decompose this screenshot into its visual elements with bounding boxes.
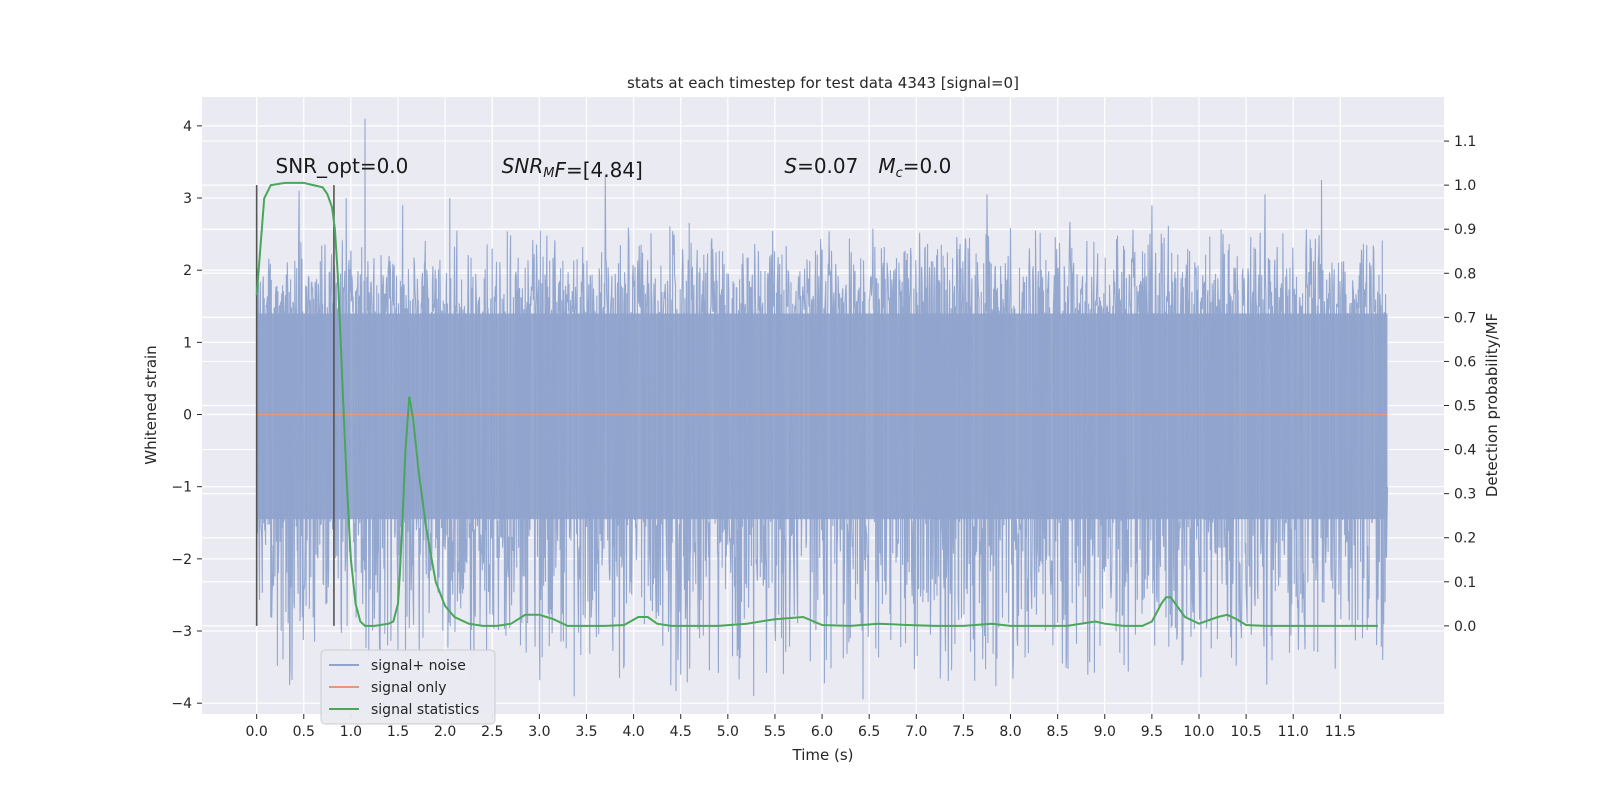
legend-label: signal+ noise (371, 658, 466, 674)
x-tick-label: 4.0 (622, 724, 644, 740)
noise-line (256, 118, 1389, 700)
y-ticks-right: 1.1 1.0 0.9 0.8 0.7 0.6 0.5 0.4 0.3 0.2 0.1 0.0 (1444, 134, 1476, 635)
x-tick-label: 3.5 (575, 724, 597, 740)
x-tick-label: 2.0 (434, 724, 456, 740)
y-axis-label: Whitened strain (142, 345, 160, 464)
marker-lines (255, 185, 335, 626)
y-tick-label-right: 0.0 (1454, 619, 1476, 635)
x-tick-label: 0.5 (293, 724, 315, 740)
x-tick-label: 5.5 (764, 724, 786, 740)
x-tick-label: 4.5 (670, 724, 692, 740)
x-tick-label: 7.0 (905, 724, 927, 740)
legend-box (320, 649, 496, 725)
y-tick-label: 0 (183, 408, 192, 424)
y-tick-label-right: 0.5 (1454, 399, 1476, 415)
annotation-s-value: =0.07 (797, 154, 878, 178)
annotation-s-mc: S=0.07 Mc=0.0 (784, 154, 951, 181)
legend-label: signal statistics (371, 702, 479, 718)
y-tick-label-right: 1.1 (1454, 134, 1476, 150)
annotation-mc-sub: c (896, 166, 903, 181)
y-tick-label-right: 0.7 (1454, 310, 1476, 326)
x-tick-label: 1.5 (387, 724, 409, 740)
legend-label: signal only (371, 680, 446, 696)
y-tick-label-right: 0.4 (1454, 443, 1476, 459)
y-tick-label: 3 (183, 191, 192, 207)
legend: signal+ noise signal only signal statistic… (320, 649, 496, 725)
x-tick-label: 10.5 (1231, 724, 1262, 740)
annotation-mc-value: =0.0 (903, 154, 952, 178)
noise-series (256, 118, 1389, 700)
y-tick-label-right: 0.2 (1454, 531, 1476, 547)
y-tick-label: −4 (171, 696, 192, 712)
annotation-s: S (784, 154, 797, 178)
y-tick-label: 1 (183, 335, 192, 351)
annotation-snr-mf-base: SNR (502, 154, 544, 178)
x-tick-label: 5.0 (717, 724, 739, 740)
x-tick-label: 2.5 (481, 724, 503, 740)
y-tick-label: −1 (171, 480, 192, 496)
annotations: SNR_opt=0.0 SNRMF=[4.84] S=0.07 Mc=0.0 (276, 154, 952, 182)
x-tick-label: 1.0 (340, 724, 362, 740)
x-tick-label: 9.5 (1141, 724, 1163, 740)
x-tick-label: 7.5 (952, 724, 974, 740)
x-tick-label: 9.0 (1094, 724, 1116, 740)
y-tick-label: −3 (171, 624, 192, 640)
annotation-snr-mf-sub: M (543, 166, 554, 181)
x-axis-label: Time (s) (792, 746, 854, 764)
y-tick-label-right: 0.1 (1454, 575, 1476, 591)
annotation-snr-mf: SNRMF=[4.84] (502, 154, 643, 182)
annotation-mc: M (878, 154, 895, 178)
x-tick-label: 10.0 (1183, 724, 1214, 740)
x-tick-label: 11.5 (1325, 724, 1356, 740)
y-tick-label: 4 (183, 119, 192, 135)
annotation-snr-mf-f: F (554, 158, 566, 182)
x-tick-label: 6.5 (858, 724, 880, 740)
y-tick-label: 2 (183, 263, 192, 279)
x-tick-label: 0.0 (246, 724, 268, 740)
x-tick-label: 11.0 (1278, 724, 1309, 740)
annotation-snr-mf-value: =[4.84] (566, 158, 643, 182)
stats-line (255, 181, 1378, 627)
y-axis-label-right: Detection probability/MF (1483, 313, 1501, 497)
x-tick-label: 8.5 (1047, 724, 1069, 740)
y-ticks: 4 3 2 1 0 −1 −2 −3 −4 (171, 119, 202, 712)
y-tick-label-right: 0.9 (1454, 222, 1476, 238)
y-tick-label-right: 0.8 (1454, 266, 1476, 282)
y-tick-label-right: 0.3 (1454, 487, 1476, 503)
stats-series (255, 181, 1378, 627)
y-tick-label-right: 0.6 (1454, 354, 1476, 370)
y-tick-label: −2 (171, 552, 192, 568)
y-tick-label-right: 1.0 (1454, 178, 1476, 194)
x-tick-label: 3.0 (528, 724, 550, 740)
x-tick-label: 8.0 (999, 724, 1021, 740)
chart-title: stats at each timestep for test data 434… (627, 74, 1019, 92)
x-ticks: 0.0 0.5 1.0 1.5 2.0 2.5 3.0 3.5 4.0 4.5 5.0 5.5 6.0 6… (246, 714, 1356, 740)
x-tick-label: 6.0 (811, 724, 833, 740)
annotation-snr-opt: SNR_opt=0.0 (276, 154, 409, 178)
